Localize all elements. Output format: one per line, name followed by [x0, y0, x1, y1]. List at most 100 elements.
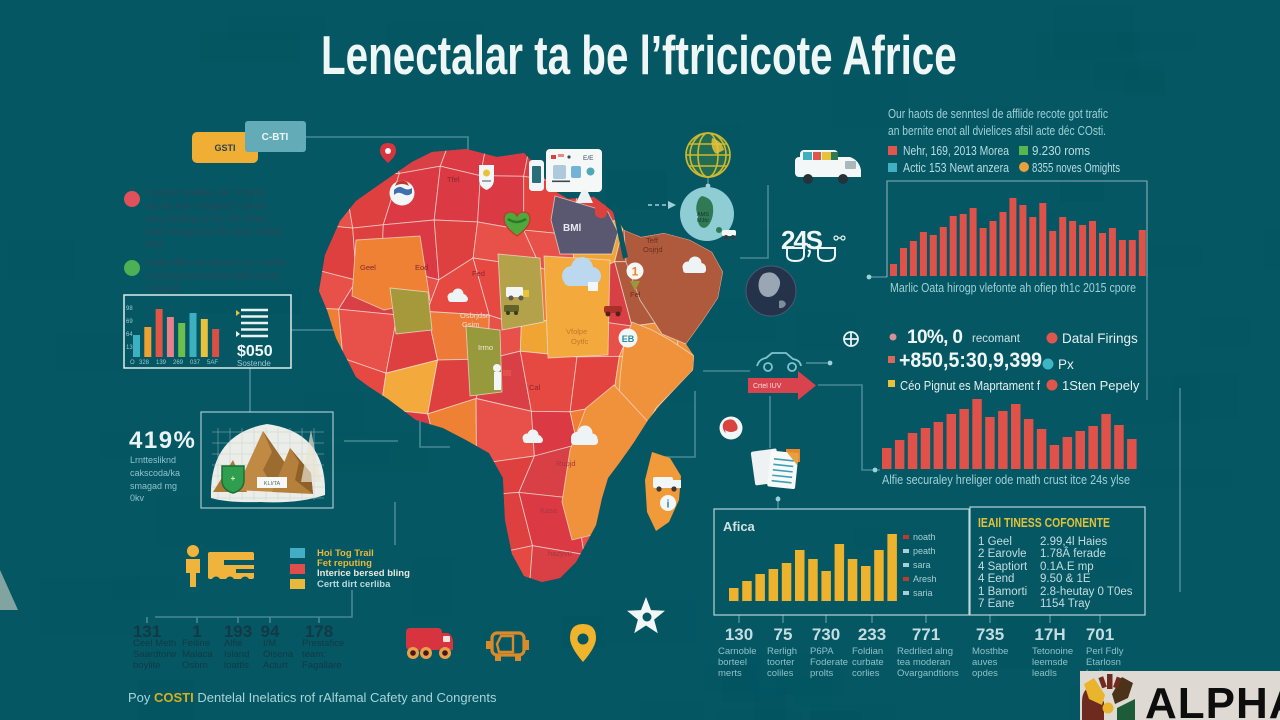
svg-text:037: 037 [190, 360, 201, 366]
svg-text:Crtel IUV: Crtel IUV [753, 383, 782, 390]
svg-text:0.1A.E mp: 0.1A.E mp [1040, 561, 1094, 573]
svg-text:1154 Tray: 1154 Tray [1040, 598, 1091, 610]
svg-text:Our haots de senntesl de affli: Our haots de senntesl de afflide recote … [888, 106, 1108, 121]
svg-text:sara: sara [913, 560, 931, 570]
svg-text:1: 1 [632, 265, 639, 279]
svg-text:hazyvu: hazyvu [548, 549, 572, 558]
svg-text:9.230 roms: 9.230 roms [1032, 143, 1090, 158]
svg-text:boylite: boylite [133, 660, 160, 671]
svg-text:sa de hon arsgtert caves: sa de hon arsgtert caves [146, 200, 267, 212]
svg-text:10%, 0: 10%, 0 [907, 327, 963, 348]
svg-text:Irmo: Irmo [478, 343, 493, 352]
svg-text:Foldian: Foldian [852, 646, 883, 657]
svg-text:Saardtorw: Saardtorw [133, 649, 176, 660]
svg-text:1.78Â ferade: 1.78Â ferade [1040, 547, 1106, 560]
svg-text:IEAIl TINESS COFONENTE: IEAIl TINESS COFONENTE [978, 515, 1110, 530]
svg-text:Alfié: Alfié [224, 638, 242, 649]
svg-text:Céo Pignut es Maprtament f: Céo Pignut es Maprtament f [900, 378, 1040, 393]
svg-text:Fet reputing: Fet reputing [317, 558, 372, 569]
svg-text:13: 13 [126, 345, 133, 351]
svg-text:team:: team: [302, 649, 326, 660]
svg-text:Petsito fedtkis de. Pdalis: Petsito fedtkis de. Pdalis [146, 187, 266, 199]
svg-text:Geel: Geel [360, 263, 376, 272]
svg-text:Fagallare: Fagallare [302, 660, 342, 671]
svg-text:+850,5:30,9,399: +850,5:30,9,399 [899, 349, 1042, 372]
svg-text:EB: EB [622, 334, 635, 344]
svg-text:7 Eane: 7 Eane [978, 598, 1014, 610]
svg-text:Rerligh: Rerligh [767, 646, 797, 657]
svg-text:O: O [130, 360, 135, 366]
svg-text:Ovargandtions: Ovargandtions [897, 668, 959, 679]
svg-text:BMl: BMl [563, 223, 582, 234]
svg-text:peath: peath [913, 546, 936, 556]
svg-text:loattls: loattls [224, 660, 249, 671]
svg-text:pès troifing af le vilt dime: pès troifing af le vilt dime [146, 213, 267, 225]
svg-text:4 Saptiort: 4 Saptiort [978, 561, 1028, 573]
svg-text:193: 193 [224, 622, 252, 641]
svg-text:Mosthbe: Mosthbe [972, 646, 1008, 657]
svg-text:Prestafice: Prestafice [302, 638, 344, 649]
svg-text:Aresh: Aresh [913, 574, 937, 584]
svg-text:Island: Island [224, 649, 249, 660]
svg-text:+: + [231, 474, 236, 483]
svg-text:730: 730 [812, 625, 840, 644]
svg-text:saria: saria [913, 588, 933, 598]
svg-text:recomant: recomant [972, 333, 1021, 345]
svg-text:Actic 153 Newt anzera: Actic 153 Newt anzera [903, 160, 1010, 175]
svg-text:leemsde: leemsde [1032, 657, 1068, 668]
svg-text:merts: merts [718, 668, 742, 679]
svg-text:E/E: E/E [583, 155, 594, 162]
svg-text:64: 64 [126, 332, 133, 338]
svg-text:2 Earovle: 2 Earovle [978, 548, 1027, 560]
svg-text:Acturt: Acturt [263, 660, 288, 671]
svg-text:Datal Firings: Datal Firings [1062, 331, 1138, 346]
svg-text:smagad mg: smagad mg [130, 481, 177, 491]
svg-text:701: 701 [1086, 625, 1114, 644]
svg-text:Osbrn: Osbrn [182, 660, 208, 671]
svg-text:Sostende: Sostende [237, 359, 271, 368]
svg-text:75: 75 [774, 625, 793, 644]
svg-text:bam eragaros de tace white: bam eragaros de tace white [146, 226, 282, 238]
svg-text:4 Eend: 4 Eend [978, 573, 1014, 585]
svg-text:Lenectalar ta be l’ftricicote: Lenectalar ta be l’ftricicote Africe [321, 25, 957, 86]
svg-text:prolts: prolts [810, 668, 833, 679]
svg-text:8355 noves Omights: 8355 noves Omights [1032, 160, 1120, 175]
svg-text:Marlic Oata hirogp vlefonte ah: Marlic Oata hirogp vlefonte ah ofiep th1… [890, 281, 1136, 295]
svg-text:269: 269 [173, 360, 184, 366]
svg-text:Oisena: Oisena [263, 649, 294, 660]
svg-text:69: 69 [126, 319, 133, 325]
svg-text:Gsim: Gsim [462, 320, 480, 329]
svg-text:Cal: Cal [529, 383, 541, 392]
svg-text:735: 735 [976, 625, 1004, 644]
svg-text:Teff: Teff [646, 236, 659, 245]
svg-text:leadls: leadls [1032, 668, 1057, 679]
svg-text:131: 131 [133, 622, 161, 641]
svg-text:borteel: borteel [718, 657, 747, 668]
svg-text:419%: 419% [129, 427, 196, 454]
svg-text:94: 94 [261, 622, 280, 641]
svg-text:corlies: corlies [852, 668, 880, 679]
svg-text:Feiline: Feiline [182, 638, 210, 649]
svg-text:i: i [666, 499, 669, 511]
svg-text:Nale dhe na déster on motils: Nale dhe na déster on motils [146, 257, 287, 269]
svg-text:Osjrjd: Osjrjd [643, 245, 663, 254]
svg-text:328: 328 [139, 360, 150, 366]
svg-text:$050: $050 [237, 343, 273, 360]
svg-text:Osbrjdsn: Osbrjdsn [460, 311, 490, 320]
svg-text:opdes: opdes [972, 668, 998, 679]
svg-text:Eod: Eod [415, 263, 428, 272]
svg-text:1: 1 [192, 622, 201, 641]
svg-text:Carnoble: Carnoble [718, 646, 757, 657]
svg-text:GSTI: GSTI [214, 143, 235, 153]
svg-text:0kv: 0kv [130, 493, 145, 503]
svg-text:2.8-heutay 0 T0es: 2.8-heutay 0 T0es [1040, 586, 1133, 598]
svg-text:Rupjd: Rupjd [556, 459, 576, 468]
svg-text:Nehr, 169, 2013 Morea: Nehr, 169, 2013 Morea [903, 143, 1010, 158]
svg-text:noath: noath [913, 532, 936, 542]
svg-text:1 Bamorti: 1 Bamorti [978, 586, 1027, 598]
svg-text:5AF: 5AF [207, 360, 218, 366]
svg-text:Etarlosn: Etarlosn [1086, 657, 1121, 668]
svg-text:178: 178 [305, 622, 333, 641]
svg-text:Fel: Fel [630, 290, 641, 299]
svg-text:coliles: coliles [767, 668, 794, 679]
